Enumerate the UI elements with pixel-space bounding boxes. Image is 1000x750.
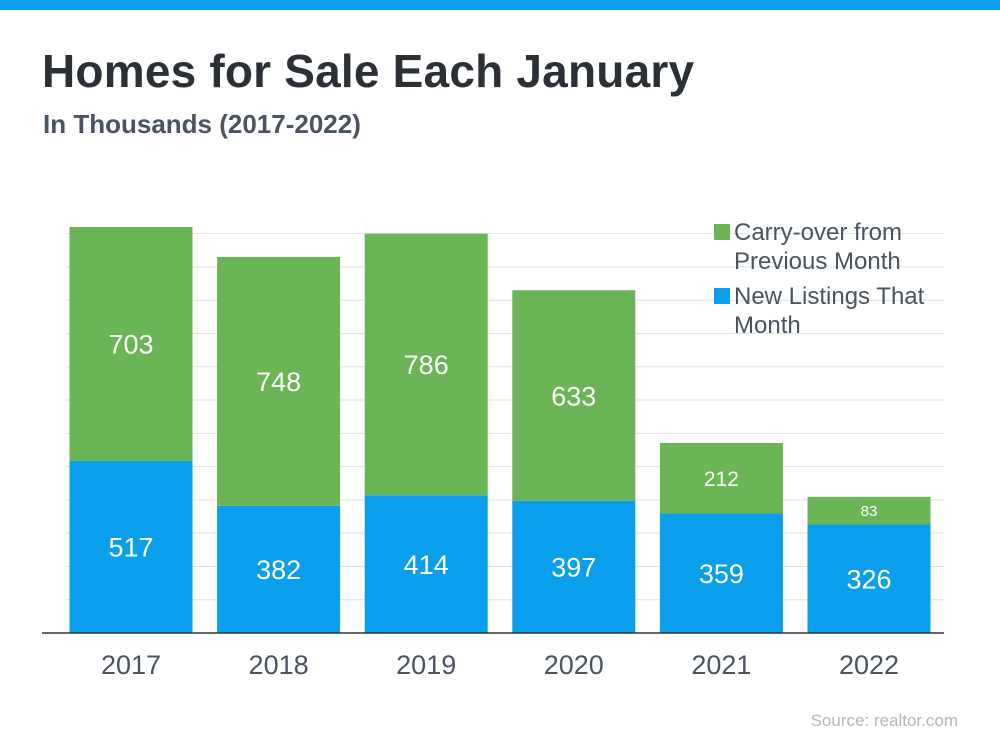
data-label: 517 (108, 533, 153, 563)
data-label: 326 (846, 564, 891, 594)
bar-segment-carry-over (217, 256, 341, 506)
bar-segment-carry-over (659, 442, 783, 514)
top-accent-bar (0, 0, 1000, 10)
x-tick-label: 2022 (839, 650, 899, 680)
legend-label: Previous Month (734, 248, 901, 275)
data-label: 748 (256, 367, 301, 397)
x-tick-label: 2019 (396, 650, 456, 680)
bar-segment-new-listings (659, 513, 783, 633)
bar-segment-new-listings (512, 500, 636, 633)
data-label: 414 (404, 550, 449, 580)
x-tick-label: 2018 (249, 650, 309, 680)
data-label: 633 (551, 381, 596, 411)
data-label: 359 (699, 559, 744, 589)
chart-subtitle: In Thousands (2017-2022) (43, 109, 361, 139)
bar-segment-new-listings (364, 495, 488, 633)
source-note: Source: realtor.com (810, 711, 958, 730)
bar-segment-carry-over (69, 227, 193, 461)
legend-swatch (714, 288, 730, 304)
data-label: 83 (861, 503, 878, 520)
data-label: 397 (551, 553, 596, 583)
bar-segment-carry-over (512, 290, 636, 501)
bar-segment-carry-over (364, 233, 488, 496)
bar-segment-new-listings (217, 505, 341, 633)
x-tick-label: 2017 (101, 650, 161, 680)
bar-segment-new-listings (807, 524, 931, 633)
data-label: 786 (404, 350, 449, 380)
x-tick-label: 2020 (544, 650, 604, 680)
data-label: 382 (256, 555, 301, 585)
bar-segment-new-listings (69, 460, 193, 633)
x-tick-label: 2021 (691, 650, 751, 680)
legend-label: Carry-over from (734, 219, 902, 246)
legend-label: New Listings That (734, 283, 925, 310)
chart-title: Homes for Sale Each January (42, 45, 695, 97)
bar-segment-carry-over (807, 496, 931, 525)
data-label: 703 (108, 330, 153, 360)
legend-label: Month (734, 312, 801, 339)
legend-swatch (714, 224, 730, 240)
data-label: 212 (704, 468, 739, 491)
